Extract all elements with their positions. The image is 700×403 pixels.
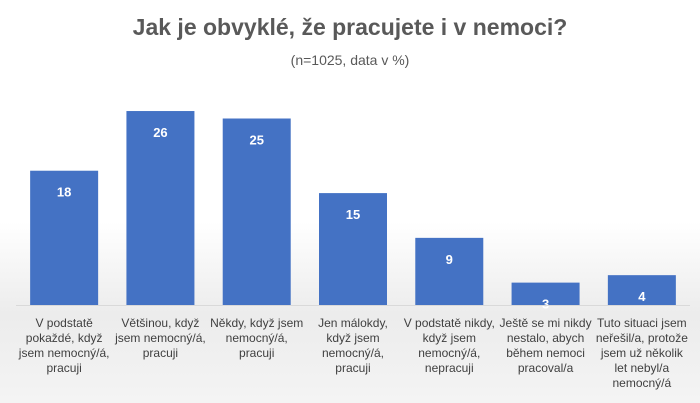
bar-4 [319,193,387,305]
bar-1 [30,170,99,305]
data-label-5: 9 [446,252,453,267]
bar-5 [415,237,484,305]
category-label-5: V podstatě nikdy, když jsem nemocný/á, n… [403,316,495,375]
data-label-2: 26 [153,125,167,140]
category-label-6: Ještě se mi nikdy nestalo, abych během n… [499,316,592,375]
category-label-4: Jen málokdy, když jsem nemocný/á, pracuj… [318,316,388,375]
bar-7 [607,275,676,305]
bar-3 [222,118,291,305]
category-label-3: Někdy, když jsem nemocný/á, pracuji [210,316,304,360]
data-label-3: 25 [249,133,263,148]
category-label-1: V podstatě pokaždé, když jsem nemocný/á,… [18,316,110,375]
category-label-7: Tuto situaci jsem neřešil/a, protože jse… [595,316,688,390]
bar-2 [126,111,195,305]
chart-title: Jak je obvyklé, že pracujete i v nemoci? [132,14,568,40]
data-label-1: 18 [57,185,71,200]
data-label-7: 4 [638,289,646,304]
chart-subtitle: (n=1025, data v %) [290,52,410,68]
data-label-6: 3 [542,297,549,312]
bar-6 [511,282,580,305]
category-label-2: Většinou, když jsem nemocný/á, pracuji [115,316,206,360]
data-label-4: 15 [346,207,360,222]
